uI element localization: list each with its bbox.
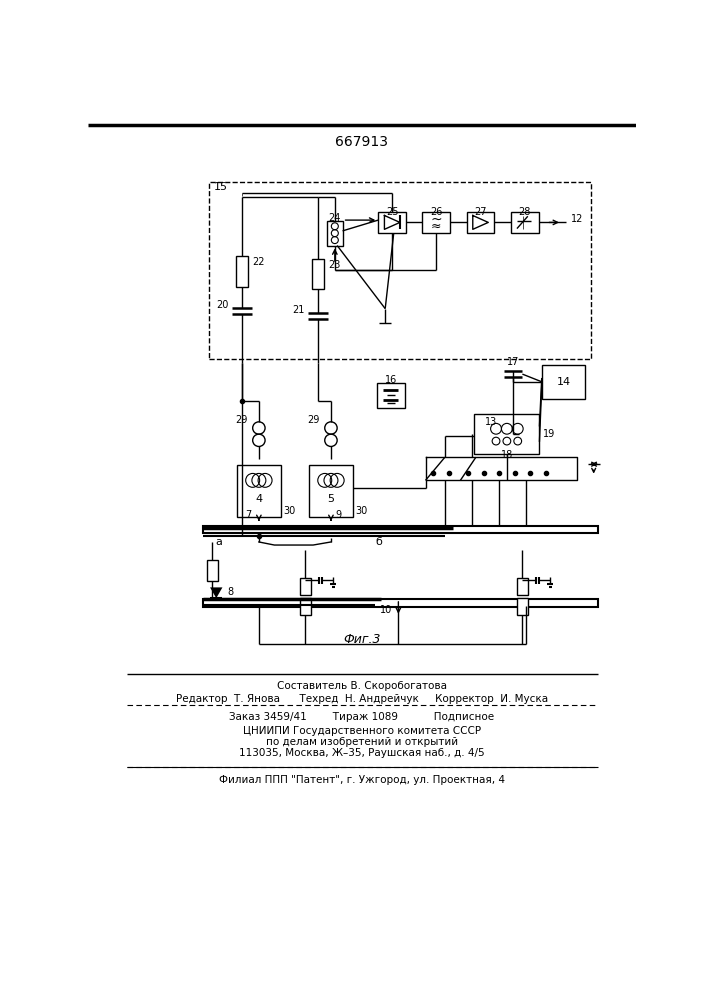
Text: 14: 14: [556, 377, 571, 387]
Text: 24: 24: [329, 213, 341, 223]
Text: 12: 12: [571, 214, 583, 224]
Bar: [300, 578, 311, 595]
Text: 28: 28: [518, 207, 531, 217]
Text: 16: 16: [385, 375, 397, 385]
Text: по делам изобретений и открытий: по делам изобретений и открытий: [266, 737, 458, 747]
Bar: [467, 212, 494, 233]
Text: 20: 20: [216, 300, 228, 310]
Text: 15: 15: [214, 182, 228, 192]
Polygon shape: [210, 587, 223, 598]
Bar: [203, 526, 598, 533]
Text: 26: 26: [430, 207, 443, 217]
Bar: [474, 414, 539, 454]
Text: ЦНИИПИ Государственного комитета СССР: ЦНИИПИ Государственного комитета СССР: [243, 726, 481, 736]
Text: 5: 5: [327, 494, 334, 504]
Text: 10: 10: [380, 605, 392, 615]
Text: 113035, Москва, Ж–35, Раушская наб., д. 4/5: 113035, Москва, Ж–35, Раушская наб., д. …: [239, 748, 485, 758]
Bar: [422, 212, 450, 233]
Text: 18: 18: [501, 450, 513, 460]
Bar: [327, 221, 343, 246]
Bar: [542, 365, 585, 399]
Text: 13: 13: [485, 417, 498, 427]
Text: Редактор  Т. Янова      Техред  Н. Андрейчук     Корректор  И. Муска: Редактор Т. Янова Техред Н. Андрейчук Ко…: [176, 694, 548, 704]
Text: Фиг.3: Фиг.3: [343, 633, 380, 646]
Text: 17: 17: [507, 357, 519, 367]
Bar: [517, 598, 528, 615]
Text: 25: 25: [386, 207, 399, 217]
Bar: [235, 256, 248, 287]
Text: Составитель В. Скоробогатова: Составитель В. Скоробогатова: [277, 681, 447, 691]
Bar: [312, 259, 324, 289]
Text: ≈: ≈: [431, 220, 442, 233]
Text: Заказ 3459/41        Тираж 1089           Подписное: Заказ 3459/41 Тираж 1089 Подписное: [229, 712, 494, 722]
Text: 19: 19: [542, 429, 555, 439]
Text: 29: 29: [235, 415, 248, 425]
Text: 21: 21: [292, 305, 305, 315]
Text: 23: 23: [328, 260, 340, 270]
Text: Филиал ППП "Патент", г. Ужгород, ул. Проектная, 4: Филиал ППП "Патент", г. Ужгород, ул. Про…: [219, 775, 505, 785]
Text: 27: 27: [474, 207, 487, 217]
Bar: [209, 182, 590, 359]
Text: 29: 29: [308, 415, 320, 425]
Text: 7: 7: [245, 510, 251, 520]
Bar: [377, 383, 404, 408]
Bar: [309, 465, 353, 517]
Bar: [378, 212, 406, 233]
Bar: [203, 599, 598, 607]
Bar: [207, 560, 218, 581]
Text: 9: 9: [336, 510, 341, 520]
Bar: [510, 212, 539, 233]
Bar: [237, 465, 281, 517]
Text: 30: 30: [356, 506, 368, 516]
Text: б: б: [375, 537, 382, 547]
Text: 8: 8: [227, 587, 233, 597]
Bar: [517, 578, 528, 595]
Text: 22: 22: [252, 257, 264, 267]
Text: а: а: [215, 537, 222, 547]
Text: 667913: 667913: [335, 135, 388, 149]
Text: 30: 30: [284, 506, 296, 516]
Text: 4: 4: [255, 494, 262, 504]
Text: ~: ~: [431, 213, 442, 227]
Bar: [300, 598, 311, 615]
